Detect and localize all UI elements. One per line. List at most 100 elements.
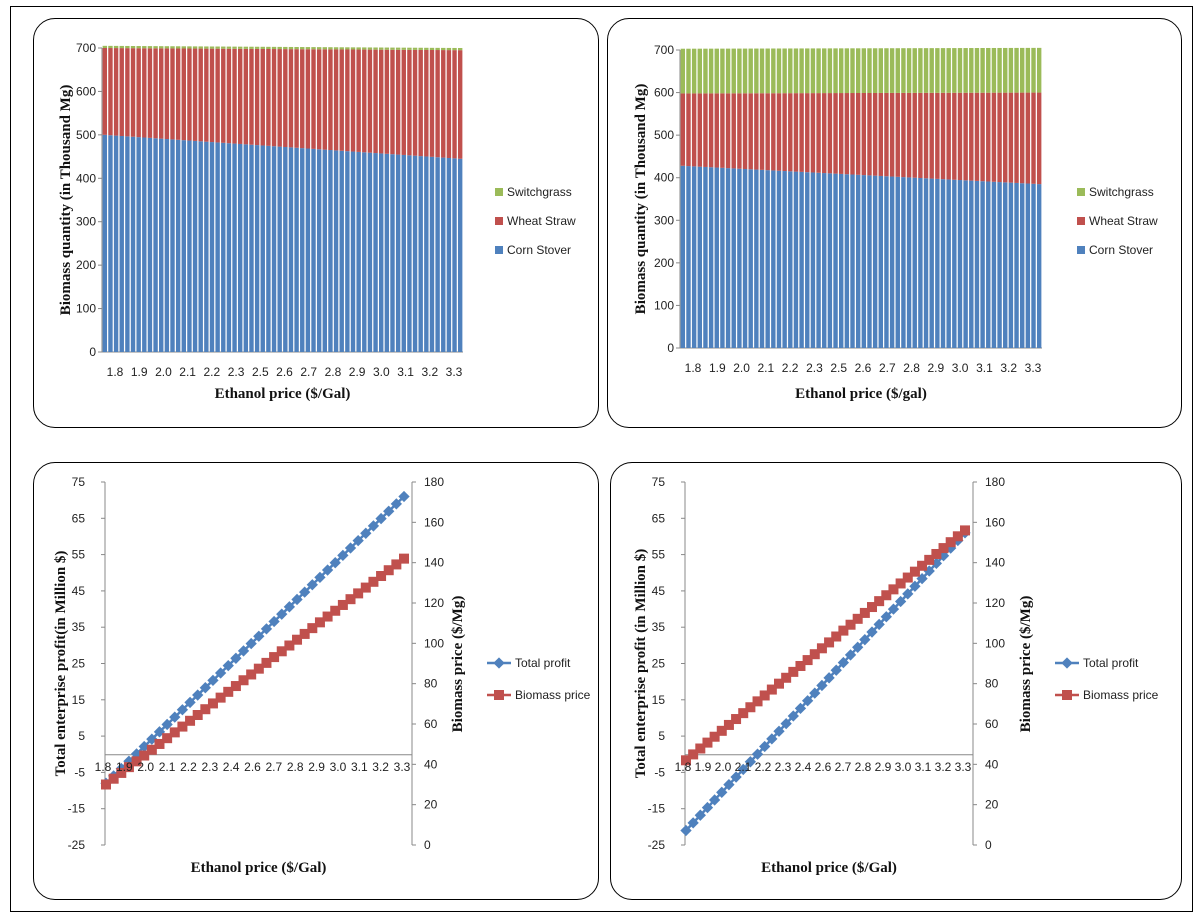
line-chart-2-total-profit-marker xyxy=(844,649,857,661)
line-chart-1-total-profit-marker xyxy=(337,549,349,562)
bar-chart-1-bar-corn-stover xyxy=(232,143,237,352)
bar-chart-2-bar-corn-stover xyxy=(754,169,759,348)
bar-chart-1-bar-wheat-straw xyxy=(243,48,249,145)
bar-chart-2-bar-wheat-straw xyxy=(742,93,748,169)
bar-chart-2-bar-switchgrass xyxy=(872,48,878,93)
bar-chart-1-bar-wheat-straw xyxy=(266,48,271,146)
bar-chart-1-bar-wheat-straw xyxy=(362,49,367,153)
line-chart-1-x-tick-label: 2.3 xyxy=(201,760,218,774)
bar-chart-2-bar-wheat-straw xyxy=(963,92,968,181)
bar-chart-1-bar-switchgrass xyxy=(237,46,243,49)
bar-chart-2-bar-wheat-straw xyxy=(810,93,816,173)
line-chart-1-y2-tick-label: 180 xyxy=(424,475,444,489)
bar-chart-1-bar-corn-stover xyxy=(412,155,418,352)
bar-chart-2-legend-label: Corn Stover xyxy=(1089,243,1153,257)
bar-chart-1-bar-switchgrass xyxy=(316,47,322,50)
line-chart-1-y-tick-label: 15 xyxy=(72,693,86,707)
bar-chart-2-bar-switchgrass xyxy=(703,48,708,94)
bar-chart-2-bar-switchgrass xyxy=(799,48,804,94)
bar-chart-2-bar-wheat-straw xyxy=(737,93,742,169)
bar-chart-1-bar-wheat-straw xyxy=(113,48,119,136)
bar-chart-1-bar-switchgrass xyxy=(130,46,136,49)
bar-chart-2-bar-wheat-straw xyxy=(703,93,708,167)
line-chart-2-biomass-price-marker xyxy=(931,548,942,559)
bar-chart-1-bar-wheat-straw xyxy=(125,48,130,137)
line-chart-2-total-profit-marker xyxy=(708,794,721,806)
bar-chart-1-x-tick-label: 2.9 xyxy=(349,365,366,379)
bar-chart-2-bar-wheat-straw xyxy=(686,93,691,167)
bar-chart-2-bar-switchgrass xyxy=(906,48,912,93)
bar-chart-1-bar-corn-stover xyxy=(209,142,215,352)
bar-chart-1-x-tick-label: 3.1 xyxy=(397,365,414,379)
bar-chart-2-bar-switchgrass xyxy=(861,48,867,93)
bar-chart-2-bar-wheat-straw xyxy=(1019,92,1025,184)
bar-chart-1-bar-corn-stover xyxy=(305,148,311,352)
bar-chart-2-bar-switchgrass xyxy=(946,48,951,93)
bar-chart-1-bar-corn-stover xyxy=(435,157,440,352)
bar-chart-1-bar-wheat-straw xyxy=(249,48,254,145)
line-chart-2-total-profit-marker xyxy=(744,756,757,768)
bar-chart-1-bar-switchgrass xyxy=(345,47,350,50)
bar-chart-1-bar-corn-stover xyxy=(108,135,113,352)
line-chart-2-biomass-price-marker xyxy=(838,625,849,636)
bar-chart-2-bar-wheat-straw xyxy=(901,92,906,178)
bar-chart-2-bar-switchgrass xyxy=(793,48,799,94)
bar-chart-2-bar-wheat-straw xyxy=(1025,92,1031,184)
bar-chart-2-bar-corn-stover xyxy=(788,171,793,348)
bar-chart-1-bar-corn-stover xyxy=(113,135,119,352)
bar-chart-1-y-tick-label: 200 xyxy=(76,258,96,272)
bar-chart-2-bar-wheat-straw xyxy=(969,92,974,181)
bar-chart-1-bar-switchgrass xyxy=(333,47,339,50)
bar-chart-1-bar-switchgrass xyxy=(441,47,446,51)
bar-chart-1-bar-wheat-straw xyxy=(271,49,277,147)
bar-chart-1-bar-corn-stover xyxy=(333,150,339,352)
bar-chart-1-bar-corn-stover xyxy=(130,136,136,352)
line-chart-1-biomass-price-marker xyxy=(368,576,379,587)
bar-chart-2-bar-corn-stover xyxy=(952,179,957,348)
line-chart-1-biomass-price-marker xyxy=(238,675,249,686)
bar-chart-1-bar-switchgrass xyxy=(221,46,226,49)
bar-chart-1-bar-wheat-straw xyxy=(373,49,378,154)
bar-chart-2-legend-swatch xyxy=(1077,246,1085,254)
bar-chart-2-legend-swatch xyxy=(1077,188,1085,196)
line-chart-2-y2-tick-label: 40 xyxy=(985,757,999,771)
bar-chart-2-bar-corn-stover xyxy=(833,173,838,348)
line-chart-2-total-profit-marker xyxy=(773,725,785,737)
line-chart-2-total-profit-marker xyxy=(701,801,714,814)
line-chart-1-biomass-price-marker xyxy=(314,617,325,628)
bar-chart-1-bar-corn-stover xyxy=(395,154,401,352)
bar-chart-1-bar-wheat-straw xyxy=(192,48,198,141)
line-chart-2-total-profit-marker xyxy=(687,817,699,829)
bar-chart-2-bar-wheat-straw xyxy=(822,93,827,174)
bar-chart-1-bar-corn-stover xyxy=(192,140,198,352)
line-chart-2-total-profit-marker xyxy=(902,588,914,600)
line-chart-2-total-profit-marker xyxy=(809,687,821,699)
bar-chart-1-bar-switchgrass xyxy=(339,47,344,50)
bar-chart-2-bar-wheat-straw xyxy=(850,93,855,175)
bar-chart-2-bar-switchgrass xyxy=(725,48,731,94)
bar-chart-2-y-axis-title: Biomass quantity (in Thousand Mg) xyxy=(633,84,649,315)
bar-chart-2-bar-switchgrass xyxy=(918,48,923,93)
line-chart-2-total-profit-marker xyxy=(759,740,771,753)
bar-chart-2-x-tick-label: 2.5 xyxy=(830,361,847,375)
bar-chart-1-bar-switchgrass xyxy=(322,47,328,50)
line-chart-1-x-tick-label: 2.6 xyxy=(244,760,261,774)
line-chart-1-biomass-price-marker xyxy=(215,692,226,703)
bar-chart-1-bar-wheat-straw xyxy=(130,48,136,137)
bar-chart-1-bar-wheat-straw xyxy=(345,49,350,152)
line-chart-2-y-tick-label: 55 xyxy=(652,548,666,562)
bar-chart-1-bar-corn-stover xyxy=(441,157,446,352)
bar-chart-2-bar-corn-stover xyxy=(686,166,691,348)
bar-chart-1-bar-wheat-straw xyxy=(260,48,265,146)
bar-chart-1-bar-switchgrass xyxy=(277,46,282,50)
line-chart-2-x-tick-label: 1.9 xyxy=(695,760,712,774)
line-chart-1-total-profit-marker xyxy=(375,512,387,525)
bar-chart-1-bar-wheat-straw xyxy=(119,48,124,136)
bar-chart-1-bar-switchgrass xyxy=(424,47,429,50)
line-chart-2-biomass-price-marker xyxy=(852,613,863,624)
line-chart-1-legend-label: Biomass price xyxy=(515,688,591,702)
bar-chart-1-bar-corn-stover xyxy=(322,149,328,352)
line-chart-2-y-tick-label: 25 xyxy=(652,657,666,671)
bar-chart-1-bar-switchgrass xyxy=(204,46,209,49)
bar-chart-2-bar-corn-stover xyxy=(867,175,872,348)
